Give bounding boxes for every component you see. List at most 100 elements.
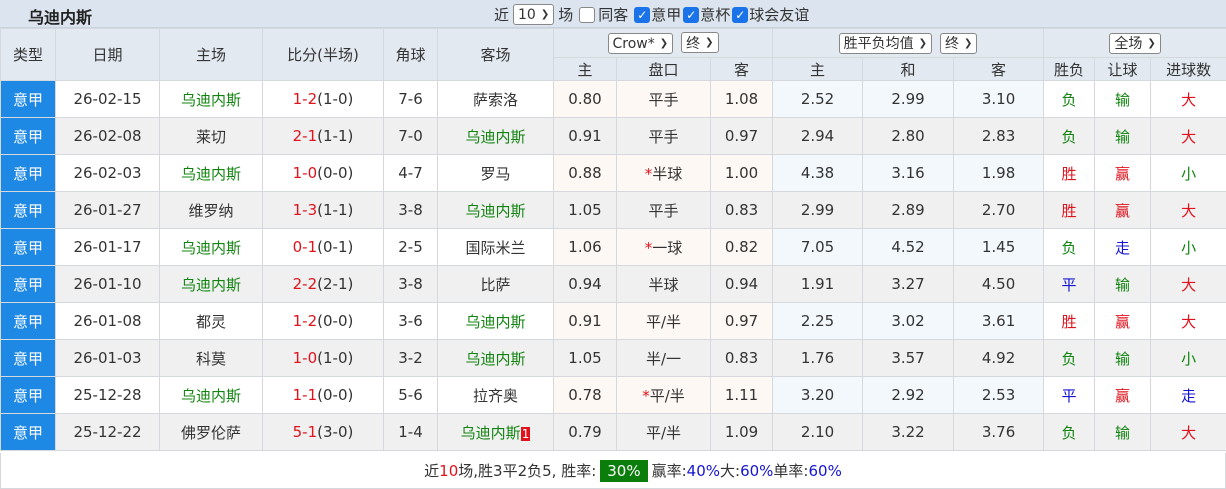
euro-away: 2.70 bbox=[953, 191, 1045, 229]
subcol-header: 盘口 bbox=[616, 57, 711, 81]
result: 平 bbox=[1043, 265, 1096, 303]
league-type[interactable]: 意甲 bbox=[0, 191, 56, 229]
league-type[interactable]: 意甲 bbox=[0, 117, 56, 155]
league-label: 球会友谊 bbox=[749, 6, 810, 24]
odds-home: 0.78 bbox=[553, 376, 617, 414]
league-type[interactable]: 意甲 bbox=[0, 302, 56, 340]
table-row: 意甲 26-02-08 莱切 2-1(1-1) 7-0 乌迪内斯 0.91 平手… bbox=[0, 117, 1226, 155]
league-type[interactable]: 意甲 bbox=[0, 228, 56, 266]
corners: 4-7 bbox=[383, 154, 438, 192]
period-select[interactable]: 全场 ❯ bbox=[1109, 32, 1161, 54]
subcol-header: 胜负 bbox=[1043, 57, 1096, 81]
league-type[interactable]: 意甲 bbox=[0, 339, 56, 377]
euro-draw: 3.27 bbox=[862, 265, 955, 303]
score[interactable]: 1-3(1-1) bbox=[262, 191, 384, 229]
handicap-line: 平手 bbox=[616, 117, 711, 155]
away-team-name: 萨索洛 bbox=[472, 90, 518, 109]
league-type[interactable]: 意甲 bbox=[0, 413, 56, 451]
euro-home: 1.91 bbox=[772, 265, 864, 303]
corners: 3-6 bbox=[383, 302, 438, 340]
summary-count: 10 bbox=[439, 461, 459, 480]
away-team[interactable]: 国际米兰 bbox=[437, 228, 554, 266]
handicap-result: 赢 bbox=[1094, 302, 1152, 340]
home-team[interactable]: 乌迪内斯 bbox=[159, 80, 263, 118]
away-team[interactable]: 罗马 bbox=[437, 154, 554, 192]
away-team[interactable]: 乌迪内斯 bbox=[437, 302, 554, 340]
away-team[interactable]: 比萨 bbox=[437, 265, 554, 303]
home-team[interactable]: 莱切 bbox=[159, 117, 263, 155]
home-team[interactable]: 科莫 bbox=[159, 339, 263, 377]
score[interactable]: 1-2(1-0) bbox=[262, 80, 384, 118]
away-team[interactable]: 乌迪内斯 bbox=[437, 191, 554, 229]
score[interactable]: 1-2(0-0) bbox=[262, 302, 384, 340]
home-team[interactable]: 都灵 bbox=[159, 302, 263, 340]
handicap-value: 平/半 bbox=[645, 312, 682, 331]
odds-time-select[interactable]: 终 ❯ bbox=[681, 32, 719, 53]
home-team[interactable]: 乌迪内斯 bbox=[159, 228, 263, 266]
result: 负 bbox=[1043, 228, 1096, 266]
company-select[interactable]: Crow* ❯ bbox=[607, 33, 674, 54]
away-team[interactable]: 乌迪内斯 bbox=[437, 117, 554, 155]
score[interactable]: 2-2(2-1) bbox=[262, 265, 384, 303]
euro-away: 2.83 bbox=[953, 117, 1045, 155]
odds-home: 1.05 bbox=[553, 191, 617, 229]
home-team[interactable]: 佛罗伦萨 bbox=[159, 413, 263, 451]
col-away: 客场 bbox=[437, 28, 554, 81]
score[interactable]: 2-1(1-1) bbox=[262, 117, 384, 155]
over-under-result: 小 bbox=[1150, 154, 1226, 192]
avg-time-select[interactable]: 终 ❯ bbox=[940, 32, 978, 54]
period-value: 全场 bbox=[1114, 36, 1143, 52]
table-row: 意甲 26-02-03 乌迪内斯 1-0(0-0) 4-7 罗马 0.88 *半… bbox=[0, 154, 1226, 192]
half-score: (1-1) bbox=[317, 127, 354, 145]
league-checkbox-serie-a[interactable]: ✓ bbox=[634, 6, 651, 23]
summary-label: 赢率: bbox=[651, 462, 687, 480]
league-type[interactable]: 意甲 bbox=[0, 154, 56, 192]
odds-home: 1.05 bbox=[553, 339, 617, 377]
away-team[interactable]: 萨索洛 bbox=[437, 80, 554, 118]
score[interactable]: 5-1(3-0) bbox=[262, 413, 384, 451]
odds-home: 0.79 bbox=[553, 413, 617, 451]
league-checkbox-friendly[interactable]: ✓ bbox=[732, 6, 749, 23]
away-team-name: 乌迪内斯 bbox=[465, 127, 526, 146]
result: 平 bbox=[1043, 376, 1096, 414]
away-team[interactable]: 乌迪内斯 bbox=[437, 339, 554, 377]
odds-away: 1.00 bbox=[709, 154, 774, 192]
over-under-result: 大 bbox=[1150, 413, 1226, 451]
home-team[interactable]: 乌迪内斯 bbox=[159, 154, 263, 192]
score[interactable]: 0-1(0-1) bbox=[262, 228, 384, 266]
full-score: 2-2 bbox=[292, 275, 318, 293]
home-team[interactable]: 维罗纳 bbox=[159, 191, 263, 229]
recent-count-select[interactable]: 10 ❯ bbox=[513, 4, 555, 25]
euro-away: 1.45 bbox=[953, 228, 1045, 266]
chevron-down-icon: ❯ bbox=[705, 37, 714, 48]
score[interactable]: 1-0(0-0) bbox=[262, 154, 384, 192]
league-label: 意甲 bbox=[651, 6, 682, 24]
score[interactable]: 1-1(0-0) bbox=[262, 376, 384, 414]
same-venue-checkbox[interactable] bbox=[579, 6, 596, 23]
away-team[interactable]: 拉齐奥 bbox=[437, 376, 554, 414]
result: 负 bbox=[1043, 339, 1096, 377]
avg-select[interactable]: 胜平负均值 ❯ bbox=[838, 32, 933, 54]
handicap-result: 输 bbox=[1094, 339, 1152, 377]
home-team[interactable]: 乌迪内斯 bbox=[159, 265, 263, 303]
handicap-line: *平/半 bbox=[616, 376, 711, 414]
euro-away: 4.92 bbox=[953, 339, 1045, 377]
euro-home: 3.20 bbox=[772, 376, 864, 414]
home-team[interactable]: 乌迪内斯 bbox=[159, 376, 263, 414]
league-type[interactable]: 意甲 bbox=[0, 265, 56, 303]
away-team[interactable]: 乌迪内斯1 bbox=[437, 413, 554, 451]
col-home: 主场 bbox=[159, 28, 263, 81]
table-row: 意甲 26-01-10 乌迪内斯 2-2(2-1) 3-8 比萨 0.94 半球… bbox=[0, 265, 1226, 303]
summary-label: 大: bbox=[720, 462, 741, 480]
handicap-line: *一球 bbox=[616, 228, 711, 266]
chevron-down-icon: ❯ bbox=[964, 37, 973, 49]
score[interactable]: 1-0(1-0) bbox=[262, 339, 384, 377]
league-type[interactable]: 意甲 bbox=[0, 80, 56, 118]
league-checkbox-cup[interactable]: ✓ bbox=[683, 6, 700, 23]
euro-draw: 2.99 bbox=[862, 80, 955, 118]
handicap-result: 输 bbox=[1094, 117, 1152, 155]
company-value: Crow* bbox=[612, 35, 655, 52]
over-under-result: 大 bbox=[1150, 117, 1226, 155]
league-type[interactable]: 意甲 bbox=[0, 376, 56, 414]
full-score: 2-1 bbox=[292, 127, 318, 145]
